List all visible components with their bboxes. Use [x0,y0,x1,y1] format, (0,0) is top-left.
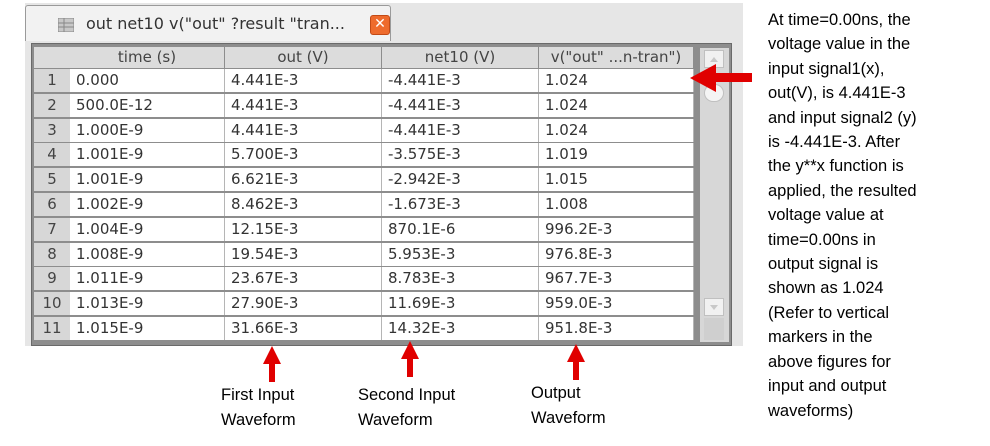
row-number[interactable]: 9 [34,267,70,291]
table-row[interactable]: 10 1.013E-9 27.90E-3 11.69E-3 959.0E-3 [34,292,694,316]
table-cell[interactable]: -4.441E-3 [382,118,539,142]
column-header-time[interactable]: time (s) [70,47,225,68]
column-header-out[interactable]: out (V) [225,47,382,68]
table-cell[interactable]: -1.673E-3 [382,193,539,216]
scroll-track[interactable] [704,318,724,340]
first-input-label: First Input Waveform [221,386,296,429]
table-cell[interactable]: 1.015 [539,168,694,192]
scroll-down-button[interactable] [704,298,724,316]
row-number[interactable]: 10 [34,292,70,316]
chevron-down-icon [710,305,718,310]
table-cell[interactable]: 4.441E-3 [225,93,382,117]
table-row[interactable]: 8 1.008E-9 19.54E-3 5.953E-3 976.8E-3 [34,242,694,267]
table-cell[interactable]: 19.54E-3 [225,242,382,266]
column-header-net10[interactable]: net10 (V) [382,47,539,68]
table-cell[interactable]: 6.621E-3 [225,168,382,192]
table-cell[interactable]: 996.2E-3 [539,217,694,241]
table-cell[interactable]: 1.024 [539,69,694,92]
table-cell[interactable]: 14.32E-3 [382,317,539,340]
table-cell[interactable]: 1.024 [539,118,694,142]
second-input-label: Second Input Waveform [358,386,456,429]
table-cell[interactable]: 976.8E-3 [539,242,694,266]
row-number[interactable]: 5 [34,168,70,192]
table-cell[interactable]: -4.441E-3 [382,69,539,92]
table-row[interactable]: 7 1.004E-9 12.15E-3 870.1E-6 996.2E-3 [34,217,694,242]
table-cell[interactable]: 1.004E-9 [70,217,225,241]
table-cell[interactable]: 1.011E-9 [70,267,225,291]
row-number[interactable]: 11 [34,317,70,340]
table-row[interactable]: 11 1.015E-9 31.66E-3 14.32E-3 951.8E-3 [34,317,694,341]
table-cell[interactable]: 967.7E-3 [539,267,694,291]
table-cell[interactable]: 5.700E-3 [225,143,382,167]
table-cell[interactable]: 959.0E-3 [539,292,694,316]
up-arrow-output [567,344,585,380]
table-row[interactable]: 1 0.000 4.441E-3 -4.441E-3 1.024 [34,69,694,93]
close-icon[interactable]: ✕ [370,15,390,35]
table-cell[interactable]: 1.008 [539,193,694,216]
vertical-scrollbar[interactable] [700,48,729,342]
row-number[interactable]: 1 [34,69,70,92]
table-cell[interactable]: 951.8E-3 [539,317,694,340]
results-tab[interactable]: out net10 v("out" ?result "tran... ✕ [25,5,391,41]
results-window: out net10 v("out" ?result "tran... ✕ tim… [25,3,743,346]
table-cell[interactable]: 1.015E-9 [70,317,225,340]
table-row[interactable]: 3 1.000E-9 4.441E-3 -4.441E-3 1.024 [34,118,694,143]
table-cell[interactable]: 1.013E-9 [70,292,225,316]
table-cell[interactable]: 8.462E-3 [225,193,382,216]
table-cell[interactable]: 1.008E-9 [70,242,225,266]
table-cell[interactable]: 11.69E-3 [382,292,539,316]
table-row[interactable]: 9 1.011E-9 23.67E-3 8.783E-3 967.7E-3 [34,267,694,291]
table-cell[interactable]: -4.441E-3 [382,93,539,117]
header-corner [34,47,70,68]
tab-title: out net10 v("out" ?result "tran... [86,14,345,33]
table-cell[interactable]: 12.15E-3 [225,217,382,241]
row-number[interactable]: 7 [34,217,70,241]
table-row[interactable]: 6 1.002E-9 8.462E-3 -1.673E-3 1.008 [34,193,694,217]
chevron-up-icon [710,57,718,62]
up-arrow-second-input [401,341,419,377]
table-cell[interactable]: 27.90E-3 [225,292,382,316]
table-cell[interactable]: 4.441E-3 [225,118,382,142]
output-label: Output Waveform [531,384,606,427]
table-row[interactable]: 5 1.001E-9 6.621E-3 -2.942E-3 1.015 [34,168,694,192]
table-cell[interactable]: -3.575E-3 [382,143,539,167]
table-cell[interactable]: 1.000E-9 [70,118,225,142]
table-cell[interactable]: 0.000 [70,69,225,92]
table-cell[interactable]: 8.783E-3 [382,267,539,291]
row-number[interactable]: 2 [34,93,70,117]
table-cell[interactable]: -2.942E-3 [382,168,539,192]
up-arrow-first-input [263,346,281,382]
row-number[interactable]: 4 [34,143,70,167]
table-cell[interactable]: 1.001E-9 [70,143,225,167]
results-table: time (s) out (V) net10 (V) v("out" ...n-… [31,43,732,346]
row-number[interactable]: 8 [34,242,70,266]
table-cell[interactable]: 1.001E-9 [70,168,225,192]
table-cell[interactable]: 1.002E-9 [70,193,225,216]
table-row[interactable]: 4 1.001E-9 5.700E-3 -3.575E-3 1.019 [34,143,694,167]
table-cell[interactable]: 31.66E-3 [225,317,382,340]
table-cell[interactable]: 500.0E-12 [70,93,225,117]
table-cell[interactable]: 1.024 [539,93,694,117]
row-number[interactable]: 3 [34,118,70,142]
table-cell[interactable]: 23.67E-3 [225,267,382,291]
table-cell[interactable]: 5.953E-3 [382,242,539,266]
table-icon [58,18,74,32]
table-cell[interactable]: 4.441E-3 [225,69,382,92]
column-header-result[interactable]: v("out" ...n-tran") [539,47,694,68]
table-cell[interactable]: 870.1E-6 [382,217,539,241]
explanation-text: At time=0.00ns, the voltage value in the… [768,11,917,420]
table-row[interactable]: 2 500.0E-12 4.441E-3 -4.441E-3 1.024 [34,93,694,118]
row-number[interactable]: 6 [34,193,70,216]
table-cell[interactable]: 1.019 [539,143,694,167]
